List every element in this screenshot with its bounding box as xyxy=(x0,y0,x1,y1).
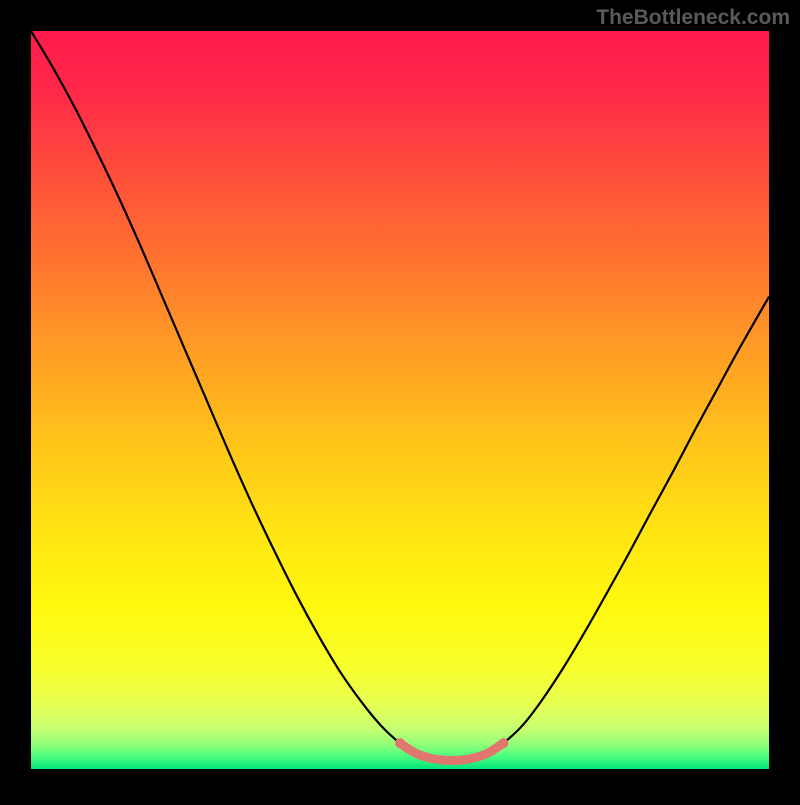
plot-background xyxy=(31,31,769,769)
watermark-text: TheBottleneck.com xyxy=(596,6,790,30)
chart-svg xyxy=(0,0,800,800)
bottleneck-chart xyxy=(0,0,800,800)
